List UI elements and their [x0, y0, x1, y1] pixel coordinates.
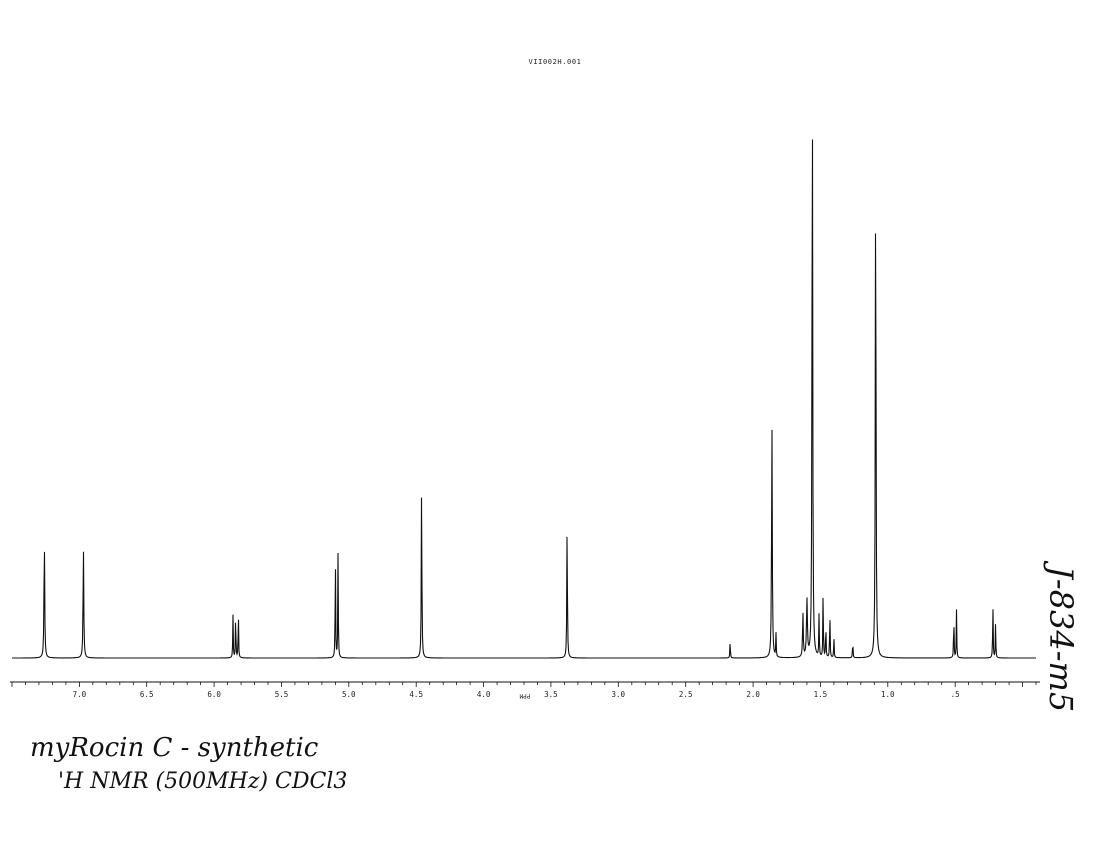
ppm-tick-label: 5.0 — [342, 690, 356, 699]
ppm-tick-label: 4.0 — [477, 690, 491, 699]
ppm-axis-ticks: 7.0 6.5 6.0 5.5 5.0 4.5 4.0 3.5 3.0 2.5 2.0 1.5 1.0.… — [11, 682, 1037, 699]
ppm-tick-label: 6.5 — [140, 690, 154, 699]
ppm-axis-unit-label: PPM — [519, 692, 530, 699]
handwritten-compound-name: myRocin C - synthetic — [30, 733, 319, 763]
ppm-tick-label: 1.5 — [814, 690, 828, 699]
ppm-axis: 7.0 6.5 6.0 5.5 5.0 4.5 4.0 3.5 3.0 2.5 2.0 1.5 1.0.… — [10, 681, 1040, 699]
ppm-tick-label: 3.0 — [612, 690, 626, 699]
ppm-tick-label: 5.5 — [275, 690, 289, 699]
ppm-tick-label: 7.0 — [73, 690, 87, 699]
handwritten-notes: myRocin C - synthetic 'H NMR (500MHz) CD… — [30, 560, 1080, 794]
ppm-tick-label: 3.5 — [544, 690, 558, 699]
ppm-tick-label: 4.5 — [409, 690, 423, 699]
ppm-tick-label: 1.0 — [881, 690, 895, 699]
ppm-tick-label: 6.0 — [207, 690, 221, 699]
ppm-tick-label: 2.5 — [679, 690, 693, 699]
handwritten-nmr-conditions: 'H NMR (500MHz) CDCl3 — [58, 769, 347, 794]
handwritten-sample-code: J-834-m5 — [1042, 560, 1080, 712]
spectrum-trace-layer — [12, 139, 1036, 659]
spectrum-filename: VII002H.001 — [529, 58, 582, 66]
spectrum-trace — [12, 139, 1036, 659]
ppm-tick-label: 2.0 — [746, 690, 760, 699]
ppm-tick-label: .5 — [951, 690, 960, 699]
